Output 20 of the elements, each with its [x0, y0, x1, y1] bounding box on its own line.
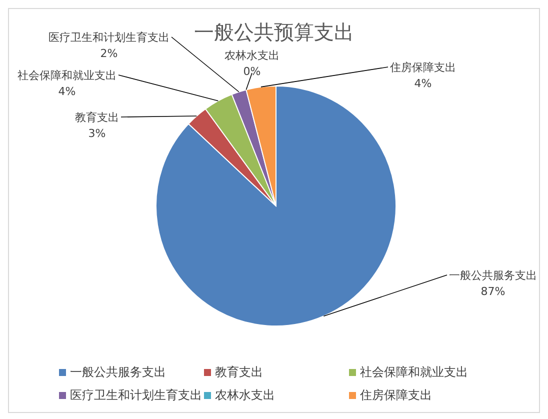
- legend-label: 一般公共服务支出: [70, 364, 166, 381]
- data-label: 87%: [480, 285, 506, 298]
- legend-label: 农林水支出: [215, 387, 275, 404]
- legend-label: 社会保障和就业支出: [360, 364, 468, 381]
- legend-label: 住房保障支出: [360, 387, 432, 404]
- text: 0%: [243, 65, 261, 78]
- data-label: 2%: [100, 47, 118, 60]
- data-label: 4%: [414, 77, 432, 90]
- data-label: 3%: [88, 127, 106, 140]
- slice-label: 社会保障和就业支出: [18, 69, 116, 82]
- chart-title: 一般公共预算支出: [194, 20, 354, 44]
- slice-label: 住房保障支出: [390, 61, 456, 74]
- pie-slice: [156, 86, 396, 326]
- data-label: 4%: [58, 85, 76, 98]
- slice-label: 一般公共服务支出: [449, 269, 537, 282]
- legend-label: 教育支出: [215, 364, 263, 381]
- slice-label: 医疗卫生和计划生育支出: [48, 31, 170, 44]
- category-label: 农林水支出: [224, 49, 280, 62]
- legend-label: 医疗卫生和计划生育支出: [70, 387, 202, 404]
- slice-label: 教育支出: [75, 111, 119, 124]
